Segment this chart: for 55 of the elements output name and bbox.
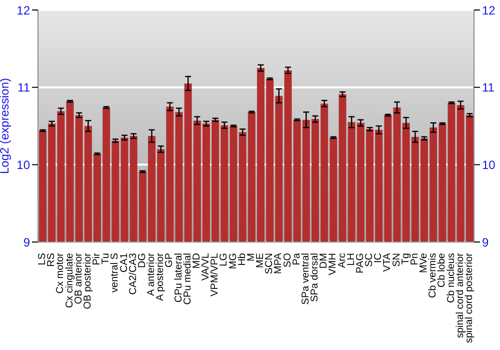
x-tick-label: CPu medial <box>182 253 194 305</box>
x-tick-label: MD <box>191 253 202 269</box>
x-tick-label: M <box>246 253 257 262</box>
x-tick-label: Pir <box>92 252 103 266</box>
y2-tick-label: 9 <box>482 235 489 250</box>
x-tick-label: SPa dorsal <box>310 253 321 302</box>
x-tick-label: GP <box>164 252 176 268</box>
x-tick-label: OB posterior <box>82 252 94 310</box>
x-tick-label: MVe <box>418 252 430 274</box>
x-tick-label: LH <box>346 253 357 266</box>
x-tick-label: DM <box>318 253 330 269</box>
x-tick-label: VPM/VPL <box>210 252 221 296</box>
x-tick-label: SCN <box>264 253 276 274</box>
y-tick-label: 11 <box>18 80 30 95</box>
x-tick-label: A posterior <box>155 252 166 301</box>
x-tick-label: Arc <box>336 253 348 268</box>
x-tick-label: spinal cord posterior <box>464 252 475 344</box>
x-tick-label: SN <box>391 253 402 267</box>
x-tick-label: CA1 <box>118 252 130 272</box>
y2-tick-label: 12 <box>482 3 496 18</box>
x-tick-label: Cb nucleus <box>446 253 457 304</box>
x-tick-label: DG <box>136 252 148 268</box>
x-tick-label: Cx cingulate <box>64 252 76 308</box>
y2-tick-label: 10 <box>482 158 496 172</box>
x-tick-label: Pn <box>409 253 420 266</box>
x-tick-label: Hb <box>236 252 248 266</box>
x-tick-label: RS <box>46 252 58 267</box>
y-tick-label: 9 <box>23 235 30 250</box>
x-tick-label: CA2/CA3 <box>128 252 139 295</box>
x-tick-label: Pa <box>291 252 302 266</box>
x-tick-label: OB anterior <box>73 252 84 304</box>
x-tick-label: ME <box>255 252 266 268</box>
x-tick-label: CPu lateral <box>173 253 184 302</box>
x-tick-label: VMH <box>328 253 339 276</box>
x-tick-label: Cx motor <box>55 252 66 294</box>
x-tick-label: A anterior <box>146 252 158 296</box>
y-tick-label: 12 <box>16 3 30 18</box>
x-tick-label: LG <box>218 252 230 266</box>
x-tick-label: spinal cord anterior <box>454 252 466 338</box>
x-tick-label: IC <box>373 253 384 263</box>
x-tick-label: Cb lobe <box>436 252 448 288</box>
x-tick-label: VTA <box>382 252 394 272</box>
y-tick-label: 10 <box>16 158 30 172</box>
x-tick-label: SO <box>282 252 294 268</box>
x-tick-label: SPa ventral <box>300 253 312 305</box>
y-axis-title: Log2 (expression) <box>0 78 12 174</box>
x-tick-label: SC <box>364 253 376 267</box>
x-tick-label: MPA <box>273 252 284 274</box>
y2-tick-label: 11 <box>482 80 495 95</box>
x-tick-label: Tg <box>400 253 412 265</box>
x-tick-label: LS <box>37 252 48 266</box>
x-tick-label: MG <box>228 252 239 270</box>
x-tick-label: PAG <box>354 252 366 274</box>
x-tick-label: ventral S <box>110 252 121 292</box>
x-tick-label: Tu <box>100 253 112 264</box>
